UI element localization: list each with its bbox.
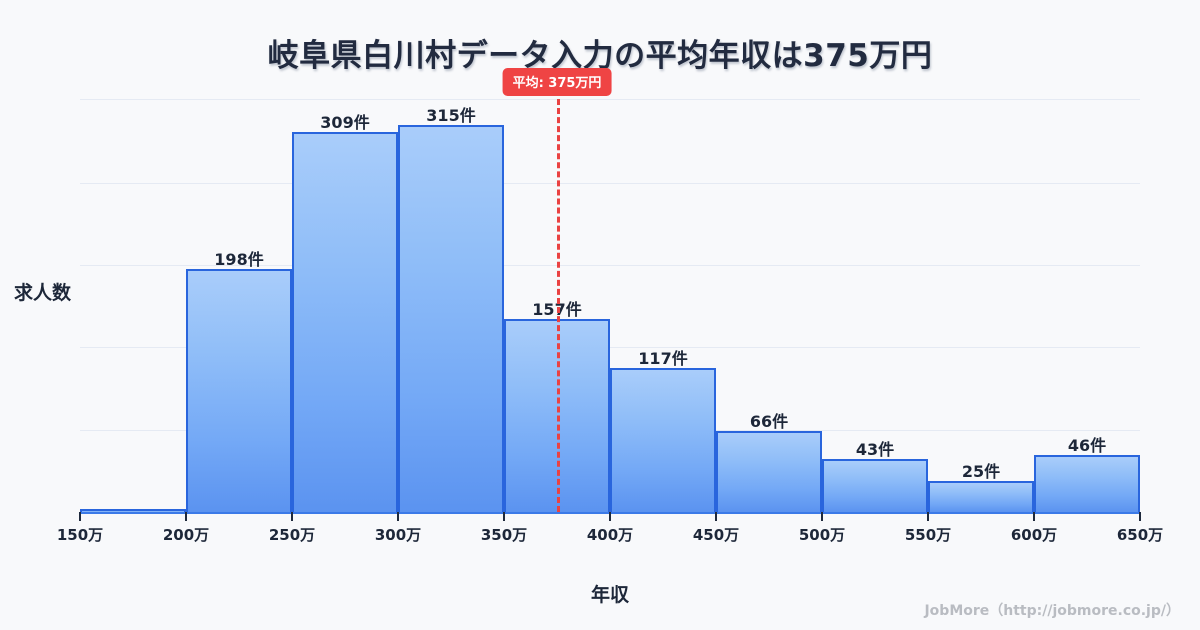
gridline [80, 347, 1140, 349]
x-tick-label: 200万 [162, 526, 210, 544]
x-tick-label: 500万 [798, 526, 846, 544]
average-badge: 平均: 375万円 [502, 68, 612, 96]
bar[interactable] [186, 268, 292, 512]
bar-value-label: 43件 [855, 440, 895, 460]
footer-attribution: JobMore（http://jobmore.co.jp/） [924, 603, 1180, 619]
x-tick [609, 512, 611, 521]
x-tick [79, 512, 81, 521]
bar[interactable] [610, 368, 716, 512]
bar-value-label: 198件 [214, 249, 264, 269]
x-tick [821, 512, 823, 521]
plot-area: 198件 309件 315件 157件 117件 66件 43件 25件 46件 平均: 375… [80, 68, 1140, 512]
x-tick [291, 512, 293, 521]
x-tick [1033, 512, 1035, 521]
gridline [80, 182, 1140, 184]
x-axis-title: 年収 [590, 584, 629, 606]
bar-value-label: 315件 [426, 105, 476, 125]
x-tick [397, 512, 399, 521]
bar[interactable] [80, 509, 186, 512]
bar-value-label: 309件 [320, 113, 370, 133]
bar[interactable] [822, 459, 928, 512]
bar[interactable] [716, 430, 822, 512]
x-tick-label: 450万 [692, 526, 740, 544]
x-tick-label: 150万 [56, 526, 104, 544]
x-tick [715, 512, 717, 521]
x-tick [185, 512, 187, 521]
x-tick [503, 512, 505, 521]
bar-value-label: 117件 [638, 349, 688, 369]
bar[interactable] [1034, 455, 1140, 512]
bar-value-label: 66件 [749, 411, 789, 431]
bar[interactable] [398, 124, 504, 512]
x-tick-label: 350万 [480, 526, 528, 544]
x-tick-label: 600万 [1010, 526, 1058, 544]
bar[interactable] [928, 481, 1034, 512]
bar-value-label: 25件 [961, 462, 1001, 482]
bar[interactable] [292, 132, 398, 512]
average-line [557, 99, 560, 512]
x-tick [927, 512, 929, 521]
x-tick-label: 550万 [904, 526, 952, 544]
x-tick-label: 300万 [374, 526, 422, 544]
x-axis: 150万 200万 250万 300万 350万 400万 450万 500万 550万 600万… [57, 512, 1163, 606]
x-tick-label: 250万 [268, 526, 316, 544]
gridline [80, 264, 1140, 266]
x-tick-label: 650万 [1116, 526, 1164, 544]
bar-value-label: 46件 [1067, 436, 1107, 456]
gridline [80, 99, 1140, 100]
x-tick-label: 400万 [586, 526, 634, 544]
x-tick [1139, 512, 1141, 521]
y-axis-title: 求人数 [14, 282, 72, 304]
bar-series: 198件 309件 315件 157件 117件 66件 43件 25件 46件 [80, 99, 1140, 512]
